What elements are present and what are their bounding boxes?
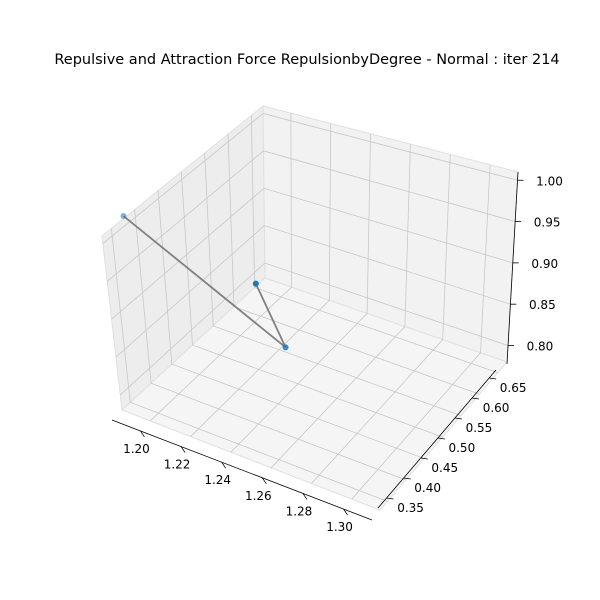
x-tick-label: 1.26 xyxy=(245,489,272,503)
graph-point xyxy=(120,213,127,220)
x-tick-mark xyxy=(343,508,348,516)
y-tick-mark xyxy=(386,497,394,500)
y-gridline xyxy=(180,171,443,438)
y-gridline xyxy=(227,134,480,395)
x-gridline xyxy=(190,123,332,437)
z-axis-ticks: 0.80 0.85 0.90 0.95 1.00 xyxy=(507,174,563,353)
z-gridline xyxy=(106,150,516,282)
y-tick-label: 0.35 xyxy=(397,501,424,515)
y-axis-ticks: 0.35 0.40 0.45 0.50 0.55 0.60 0.65 xyxy=(386,377,527,515)
y-tick-label: 0.50 xyxy=(448,441,475,455)
graph-point xyxy=(282,344,289,351)
chart-title: Repulsive and Attraction Force Repulsion… xyxy=(54,52,559,68)
y-tick-mark xyxy=(489,377,497,380)
y-tick-label: 0.40 xyxy=(414,481,441,495)
y-tick-mark xyxy=(437,437,445,440)
x-axis-line xyxy=(111,419,373,521)
x-tick-mark xyxy=(180,446,186,453)
y-gridline xyxy=(134,209,406,481)
z-tick-label: 0.90 xyxy=(531,257,558,271)
y-tick-label: 0.55 xyxy=(466,421,493,435)
y-tick-mark xyxy=(472,397,480,400)
x-gridline xyxy=(149,113,292,422)
z-tick-label: 0.95 xyxy=(534,216,561,230)
graph-edges xyxy=(122,215,287,349)
y-tick-label: 0.65 xyxy=(500,381,527,395)
graph-point xyxy=(252,280,259,287)
y-tick-label: 0.60 xyxy=(483,401,510,415)
z-gridline xyxy=(119,262,509,396)
x-gridline xyxy=(270,144,411,469)
graph-edge xyxy=(122,215,287,349)
z-gridline xyxy=(115,225,511,358)
x-tick-label: 1.24 xyxy=(204,473,231,487)
graph-points xyxy=(120,213,289,351)
x-tick-mark xyxy=(221,461,227,469)
z-tick-label: 0.80 xyxy=(527,339,554,353)
z-gridline xyxy=(102,113,518,244)
y-tick-label: 0.45 xyxy=(431,461,458,475)
x-tick-mark xyxy=(302,493,308,500)
z-gridline xyxy=(111,187,513,320)
y-tick-mark xyxy=(454,417,463,420)
x-tick-label: 1.28 xyxy=(286,504,313,518)
x-gridline xyxy=(230,133,371,453)
x-tick-label: 1.30 xyxy=(326,520,353,534)
graph-edge xyxy=(254,283,287,348)
x-tick-label: 1.22 xyxy=(164,458,191,472)
x-gridline xyxy=(351,164,491,500)
y-gridline xyxy=(204,153,462,416)
y-tick-mark xyxy=(403,477,411,480)
x-tick-mark xyxy=(140,430,145,438)
x-gridline xyxy=(311,154,451,484)
axis-lines xyxy=(111,171,519,521)
y-tick-mark xyxy=(420,457,428,460)
x-tick-mark xyxy=(261,477,267,485)
z-tick-label: 0.85 xyxy=(529,298,556,312)
y-gridline xyxy=(250,115,498,374)
y-gridline xyxy=(110,228,388,502)
z-axis-line xyxy=(506,171,519,365)
z-tick-label: 1.00 xyxy=(536,174,563,188)
x-tick-label: 1.20 xyxy=(123,442,150,456)
gridlines xyxy=(102,113,518,502)
x-axis-ticks: 1.20 1.22 1.24 1.26 1.28 1.30 xyxy=(123,430,353,534)
y-axis-line xyxy=(377,369,497,509)
